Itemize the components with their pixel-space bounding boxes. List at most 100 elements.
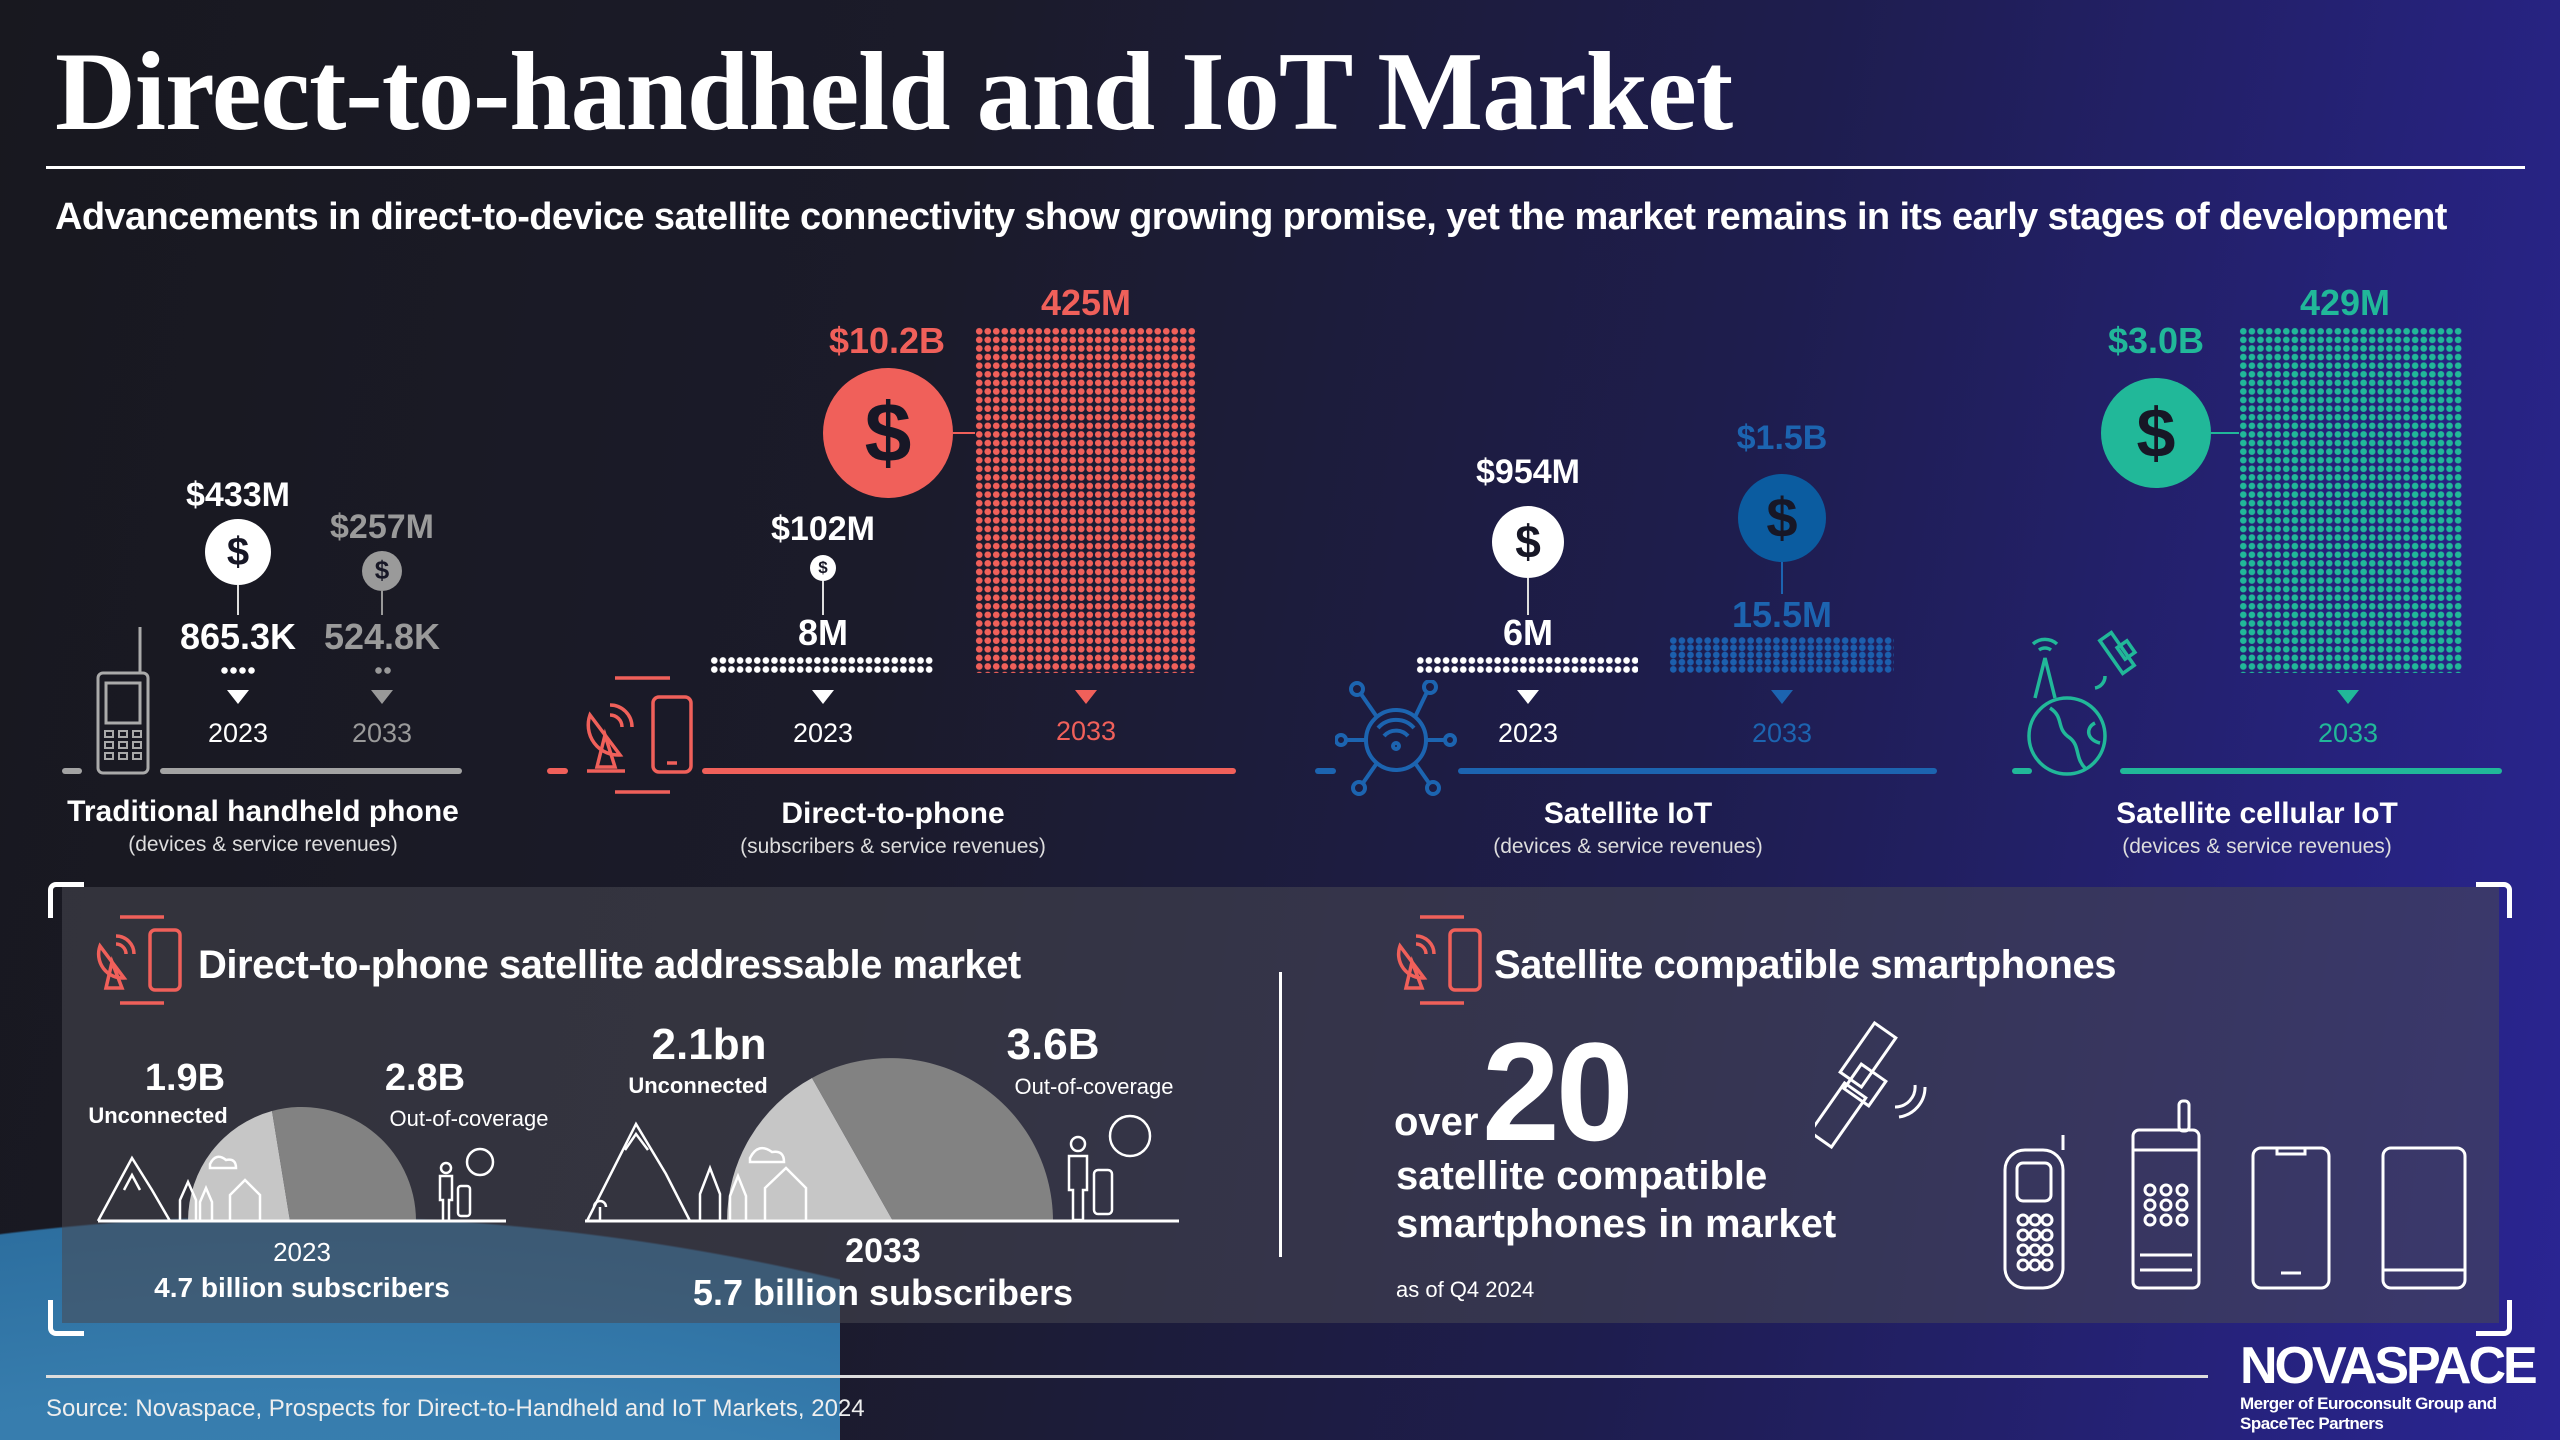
connector-line: [2211, 432, 2239, 434]
source-note: Source: Novaspace, Prospects for Direct-…: [46, 1395, 865, 1422]
smartphone-count: 20: [1482, 1013, 1634, 1170]
segment-title: Satellite cellular IoT: [2116, 797, 2398, 830]
unconnected-2023-label: Unconnected: [88, 1103, 228, 1128]
out-of-coverage-2033-area: [812, 1058, 1053, 1221]
title-divider: [46, 166, 2525, 169]
revenue-2023-label: $954M: [1476, 453, 1580, 491]
units-2033-label: 15.5M: [1731, 594, 1833, 635]
year-marker-2033: [1075, 690, 1097, 704]
units-dots-2023: [220, 666, 256, 675]
year-marker-2033: [2337, 690, 2359, 704]
segment-subtitle: (devices & service revenues): [1493, 835, 1763, 858]
segment-title: Traditional handheld phone: [67, 795, 459, 828]
unconnected-2023-value: 1.9B: [144, 1057, 226, 1099]
year-marker-2033: [371, 690, 393, 704]
as-of-note: as of Q4 2024: [1396, 1277, 1535, 1302]
year-2023-label: 2023: [1497, 718, 1559, 748]
novaspace-logo: NOVASPACE: [2240, 1337, 2538, 1395]
year-marker-2023: [812, 690, 834, 704]
satellite-dish-phone-icon: [1396, 915, 1482, 1005]
tablet-phone-icon: [2381, 1146, 2467, 1290]
out-of-coverage-2023-value: 2.8B: [384, 1057, 466, 1099]
handheld-phone-icon: [96, 627, 150, 775]
landscape-icon: [96, 1155, 262, 1223]
segment-subtitle: (devices & service revenues): [128, 833, 398, 856]
connector-line: [1527, 578, 1529, 615]
year-marker-2023: [1517, 690, 1539, 704]
satellite-phones-illustration: [1815, 1020, 2467, 1290]
unconnected-2033-label: Unconnected: [628, 1073, 768, 1098]
dollar-icon: [823, 368, 953, 498]
units-2033-label: 429M: [2299, 282, 2391, 323]
segment-title: Satellite IoT: [1543, 797, 1713, 830]
smartphones-title: Satellite compatible smartphones: [1494, 943, 2116, 987]
year-2033-label: 2033: [1055, 716, 1117, 746]
year-marker-2033: [1771, 690, 1793, 704]
units-dots-2033: [374, 666, 392, 675]
revenue-2023-label: $102M: [771, 510, 875, 548]
segment-timeline: [1458, 768, 1937, 774]
connector-line: [381, 591, 383, 615]
smartphones-line1: satellite compatible: [1396, 1154, 1768, 1198]
year-2023-label: 2023: [273, 1237, 331, 1267]
out-of-coverage-2033-label: Out-of-coverage: [1014, 1074, 1174, 1099]
revenue-2033-label: $257M: [330, 508, 434, 546]
units-2023-label: 8M: [797, 612, 849, 653]
year-2033-label: 2033: [2317, 718, 2379, 748]
dollar-icon: [1738, 474, 1826, 562]
addressable-market-title: Direct-to-phone satellite addressable ma…: [198, 943, 1021, 987]
unconnected-2033-value: 2.1bn: [651, 1020, 767, 1069]
connector-line: [822, 581, 824, 615]
connector-line: [953, 432, 975, 434]
units-dots-2023: [1416, 656, 1638, 674]
units-dots-2033: [975, 327, 1197, 673]
corner-bracket: [48, 882, 84, 918]
year-2033-label: 2033: [845, 1232, 921, 1270]
connector-line: [237, 585, 239, 615]
corner-bracket: [48, 1300, 84, 1336]
person-phone-icon: [1067, 1114, 1152, 1222]
panel-divider: [1279, 972, 1282, 1257]
units-2033-label: 524.8K: [323, 616, 441, 657]
dollar-icon: [2101, 378, 2211, 488]
out-of-coverage-2023-area: [272, 1106, 417, 1221]
iot-network-icon: [1335, 680, 1457, 796]
segment-timeline: [160, 768, 462, 774]
dollar-icon: [205, 519, 271, 585]
year-2023-label: 2023: [207, 718, 269, 748]
logo-subtitle-2: SpaceTec Partners: [2240, 1414, 2384, 1433]
revenue-2023-label: $433M: [186, 476, 290, 514]
units-dots-2033: [2239, 327, 2463, 673]
segment-subtitle: (subscribers & service revenues): [740, 835, 1046, 858]
segment-line-stub: [547, 768, 568, 774]
dollar-icon: [362, 551, 402, 591]
corner-bracket: [2476, 1300, 2512, 1336]
year-marker-2023: [227, 690, 249, 704]
connector-line: [1781, 562, 1783, 594]
year-2023-label: 2023: [792, 718, 854, 748]
over-label: over: [1394, 1100, 1479, 1144]
person-phone-icon: [438, 1147, 495, 1223]
units-2033-label: 425M: [1040, 282, 1132, 323]
year-2033-label: 2033: [1751, 718, 1813, 748]
satellite-icon: [1815, 1020, 1927, 1150]
segment-title: Direct-to-phone: [781, 797, 1005, 830]
page-subtitle: Advancements in direct-to-device satelli…: [55, 196, 2447, 238]
segment-line-stub: [1315, 768, 1336, 774]
page-title: Direct-to-handheld and IoT Market: [55, 30, 1733, 154]
feature-phone-icon: [2003, 1135, 2065, 1290]
smartphones-line2: smartphones in market: [1396, 1202, 1837, 1246]
revenue-2033-label: $10.2B: [828, 320, 946, 361]
units-2023-label: 865.3K: [179, 616, 297, 657]
dollar-icon: [1492, 506, 1564, 578]
units-dots-2033: [1669, 637, 1894, 673]
units-dots-2023: [710, 656, 934, 674]
revenue-2033-label: $1.5B: [1736, 419, 1828, 457]
satellite-dish-phone-icon: [96, 915, 182, 1005]
units-2023-label: 6M: [1502, 612, 1554, 653]
globe-satellite-icon: [2027, 630, 2138, 776]
year-2033-label: 2033: [351, 718, 413, 748]
satellite-dish-phone-icon: [586, 676, 693, 794]
logo-subtitle-1: Merger of Euroconsult Group and: [2240, 1394, 2497, 1413]
subscribers-2023-total: 4.7 billion subscribers: [154, 1272, 450, 1303]
